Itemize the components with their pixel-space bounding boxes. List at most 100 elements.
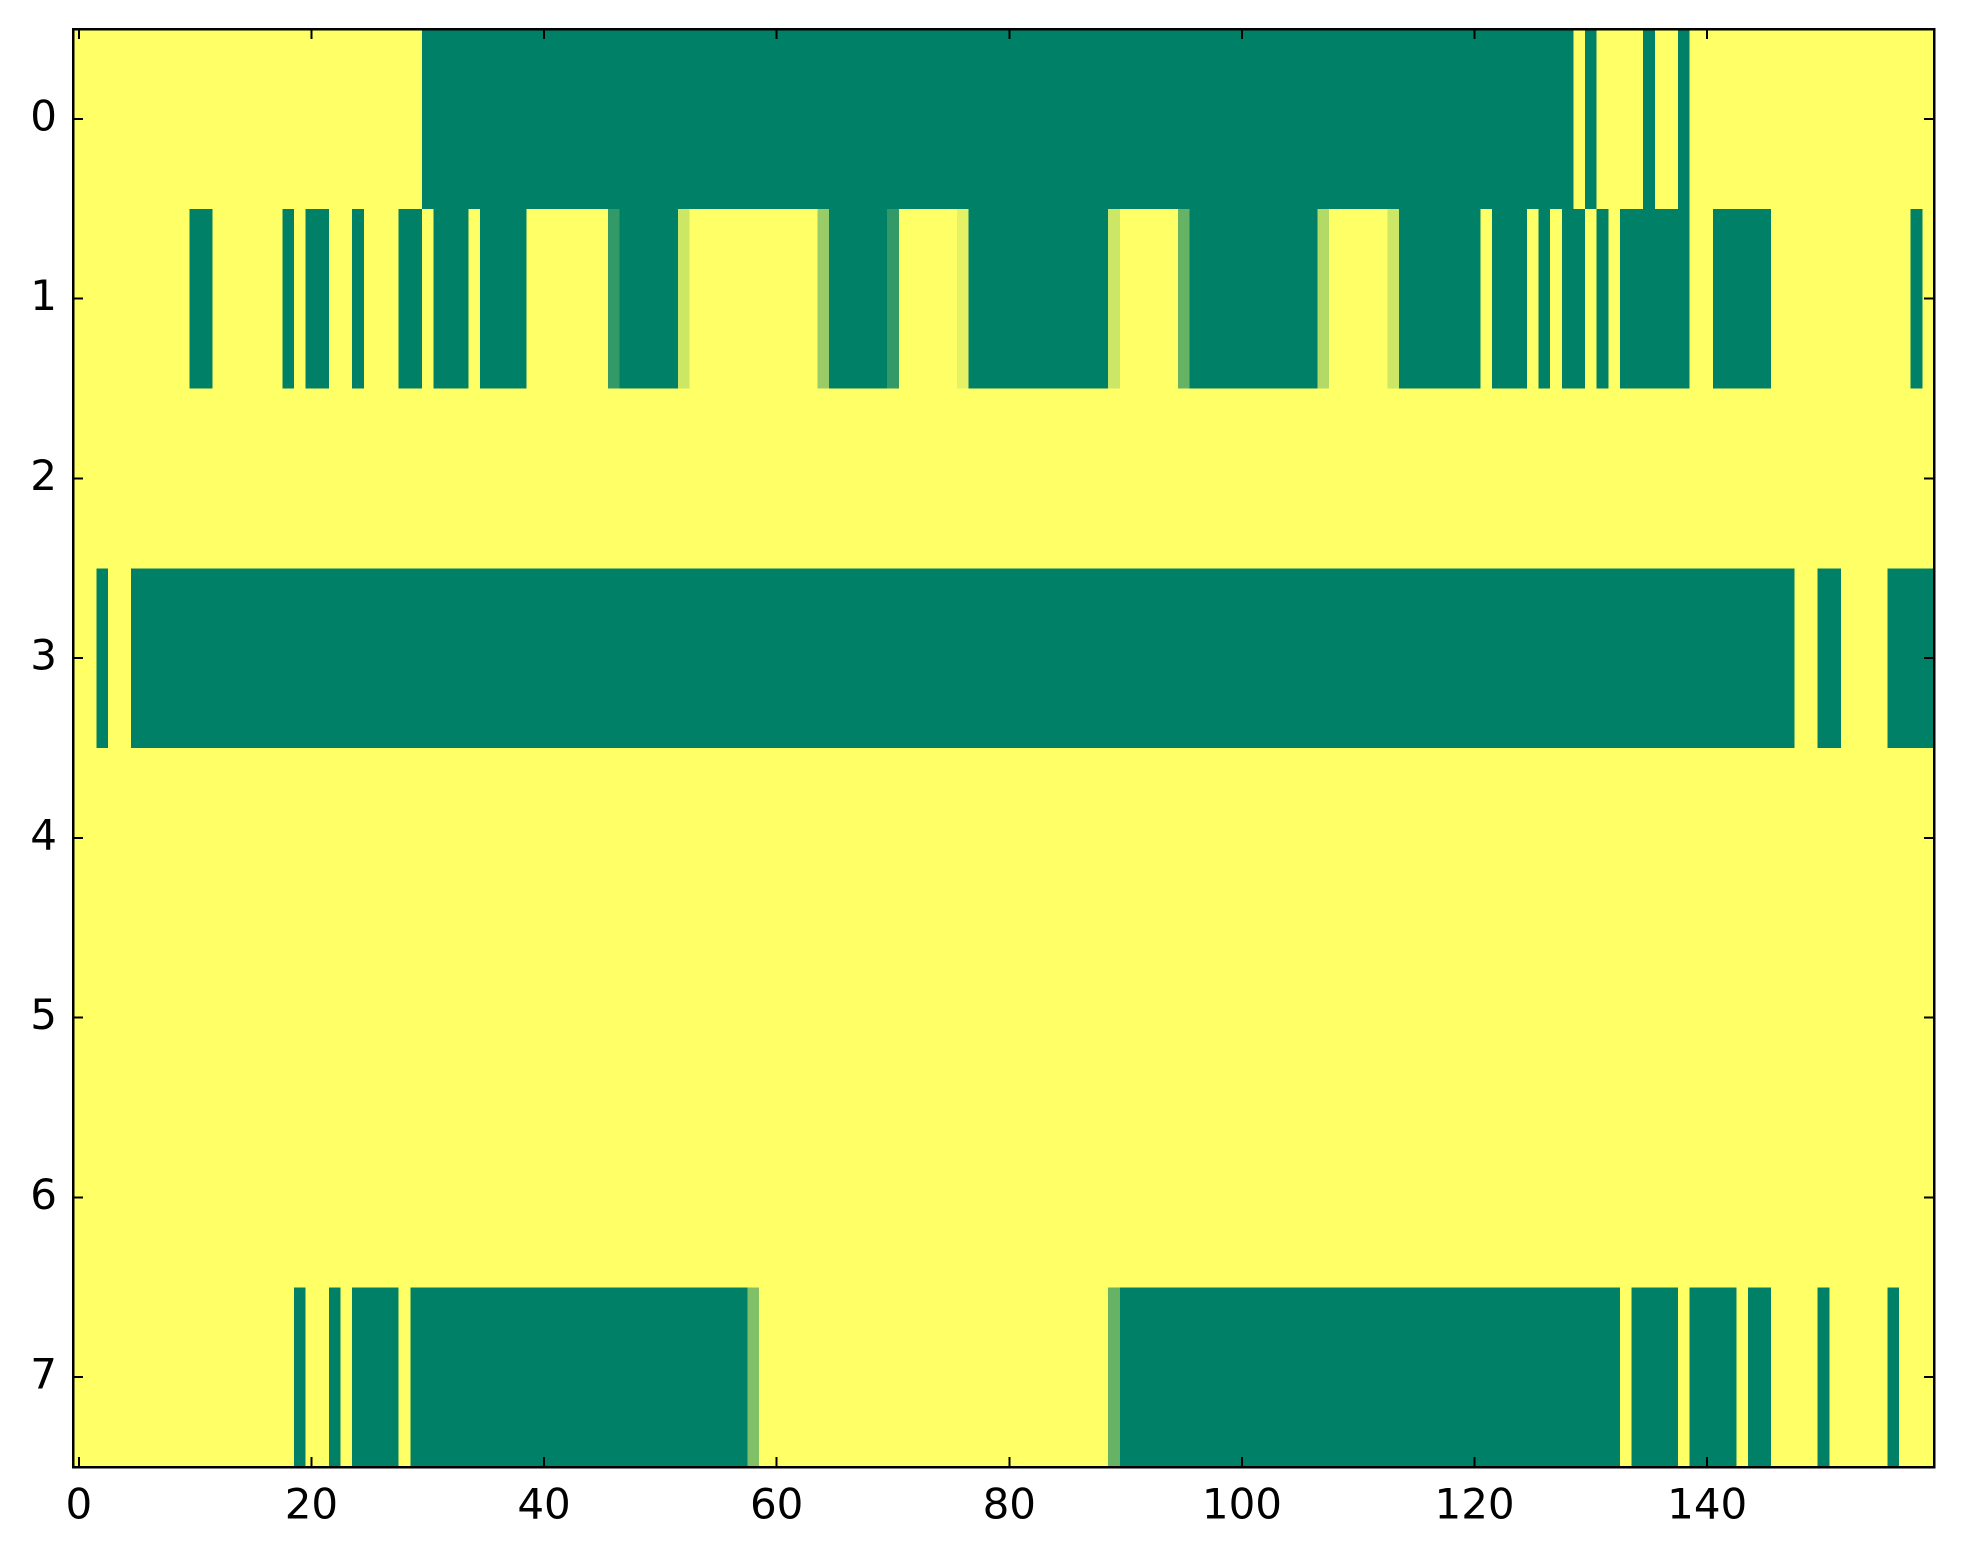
heatmap-cell: [445, 1107, 458, 1288]
heatmap-cell: [189, 568, 202, 749]
heatmap-cell: [1619, 927, 1633, 1109]
heatmap-cell: [131, 388, 144, 569]
heatmap-cell: [1829, 208, 1842, 390]
heatmap-cell: [445, 1287, 458, 1468]
heatmap-cell: [96, 1107, 109, 1288]
heatmap-cell: [875, 208, 888, 390]
heatmap-cell: [1678, 748, 1691, 929]
heatmap-cell: [1247, 208, 1260, 390]
heatmap-cell: [782, 208, 795, 390]
heatmap-cell: [1492, 29, 1505, 210]
heatmap-cell: [1050, 388, 1063, 569]
heatmap-cell: [794, 388, 807, 569]
heatmap-cell: [189, 748, 202, 929]
heatmap-cell: [410, 1287, 423, 1468]
heatmap-cell: [642, 29, 656, 210]
heatmap-cell: [235, 568, 249, 749]
heatmap-cell: [1654, 1287, 1668, 1468]
heatmap-cell: [1410, 1287, 1423, 1468]
heatmap-cell: [491, 568, 504, 749]
heatmap-cell: [1457, 748, 1470, 929]
heatmap-cell: [1224, 1107, 1237, 1288]
heatmap-cell: [922, 927, 935, 1109]
heatmap-cell: [1201, 748, 1214, 929]
heatmap-cell: [1526, 1107, 1540, 1288]
heatmap-cell: [1166, 388, 1179, 569]
heatmap-cell: [1887, 1107, 1900, 1288]
heatmap-cell: [1375, 927, 1388, 1109]
heatmap-cell: [956, 748, 970, 929]
heatmap-cell: [910, 208, 923, 390]
heatmap-cell: [1096, 208, 1109, 390]
heatmap-cell: [1224, 748, 1237, 929]
heatmap-cell: [712, 208, 725, 390]
heatmap-cell: [642, 208, 656, 390]
heatmap-cell: [1887, 927, 1900, 1109]
heatmap-cell: [328, 29, 342, 210]
heatmap-cell: [468, 208, 481, 390]
heatmap-cell: [456, 1287, 470, 1468]
heatmap-cell: [1666, 208, 1679, 390]
heatmap-cell: [712, 568, 725, 749]
heatmap-cell: [619, 388, 632, 569]
heatmap-cell: [1689, 748, 1702, 929]
heatmap-cell: [852, 388, 865, 569]
heatmap-cell: [328, 1107, 342, 1288]
heatmap-cell: [398, 568, 411, 749]
heatmap-cell: [514, 29, 528, 210]
heatmap-cell: [398, 748, 411, 929]
heatmap-cell: [1387, 208, 1400, 390]
heatmap-cell: [1189, 1287, 1202, 1468]
heatmap-cell: [1864, 927, 1877, 1109]
heatmap-cell: [1410, 748, 1423, 929]
heatmap-cell: [910, 1107, 923, 1288]
heatmap-cell: [1747, 927, 1761, 1109]
heatmap-cell: [991, 748, 1005, 929]
heatmap-cell: [1713, 388, 1726, 569]
heatmap-cell: [1701, 29, 1714, 210]
heatmap-cell: [1317, 29, 1330, 210]
heatmap-cell: [375, 388, 388, 569]
heatmap-cell: [1503, 1287, 1516, 1468]
heatmap-cell: [1259, 927, 1272, 1109]
heatmap-cell: [1654, 568, 1668, 749]
heatmap-cell: [247, 29, 260, 210]
heatmap-cell: [1910, 748, 1923, 929]
heatmap-cell: [1701, 748, 1714, 929]
heatmap-cell: [561, 927, 574, 1109]
heatmap-cell: [1713, 29, 1726, 210]
heatmap-cell: [1747, 1287, 1761, 1468]
heatmap-cell: [1003, 388, 1016, 569]
heatmap-cell: [608, 1287, 621, 1468]
heatmap-cell: [1689, 1107, 1702, 1288]
heatmap-cell: [305, 208, 318, 390]
heatmap-cell: [1236, 29, 1249, 210]
heatmap-cell: [1445, 1287, 1458, 1468]
heatmap-cell: [1899, 748, 1912, 929]
heatmap-cell: [1619, 29, 1633, 210]
heatmap-cell: [375, 568, 388, 749]
heatmap-cell: [433, 1107, 446, 1288]
heatmap-cell: [770, 927, 784, 1109]
heatmap-cell: [1177, 208, 1191, 390]
heatmap-cell: [631, 1107, 644, 1288]
heatmap-cell: [538, 208, 551, 390]
heatmap-cell: [1899, 388, 1912, 569]
heatmap-cell: [829, 208, 842, 390]
heatmap-cell: [1515, 1107, 1528, 1288]
heatmap-cell: [1829, 1287, 1842, 1468]
heatmap-cell: [1899, 927, 1912, 1109]
heatmap-cell: [119, 1107, 132, 1288]
heatmap-cell: [1096, 1287, 1109, 1468]
heatmap-cell: [1806, 568, 1819, 749]
heatmap-cell: [1061, 388, 1074, 569]
heatmap-cell: [317, 1287, 330, 1468]
heatmap-cell: [514, 568, 528, 749]
heatmap-cell: [107, 748, 121, 929]
heatmap-cell: [1201, 1107, 1214, 1288]
heatmap-cell: [1364, 388, 1377, 569]
heatmap-cell: [608, 927, 621, 1109]
heatmap-cell: [1852, 1107, 1865, 1288]
heatmap-cell: [1829, 748, 1842, 929]
heatmap-cell: [1026, 388, 1039, 569]
